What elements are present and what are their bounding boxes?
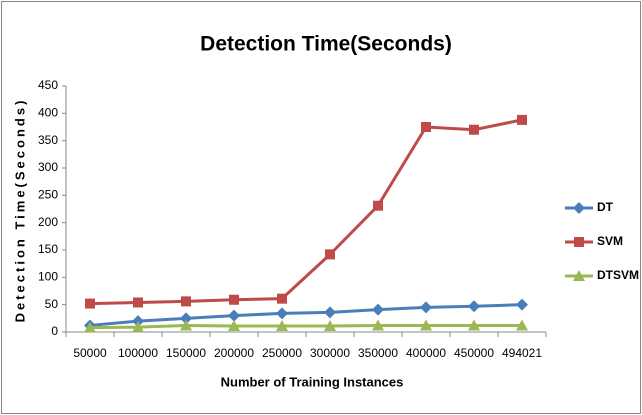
marker [132, 321, 144, 333]
x-tick-label: 350000 [358, 346, 398, 360]
marker [469, 124, 479, 135]
marker [132, 315, 144, 328]
x-tick-label: 450000 [454, 346, 494, 360]
marker [324, 306, 336, 319]
y-tick-label: 0 [51, 324, 58, 338]
marker [180, 319, 192, 331]
marker [468, 300, 480, 313]
marker [372, 319, 384, 331]
marker [324, 319, 336, 331]
marker [573, 202, 585, 214]
y-tick-label: 300 [38, 160, 58, 174]
marker [133, 297, 143, 308]
marker [468, 319, 480, 331]
legend-label: SVM [597, 234, 623, 248]
x-tick-label: 494021 [502, 346, 542, 360]
marker [420, 319, 432, 331]
marker [84, 321, 96, 333]
y-tick-label: 200 [38, 215, 58, 229]
marker [181, 296, 191, 307]
marker [516, 298, 528, 311]
legend-label: DTSVM [597, 268, 639, 282]
y-tick-label: 100 [38, 270, 58, 284]
marker [372, 303, 384, 316]
y-axis-title: Detection Time(Seconds) [12, 98, 27, 323]
marker [277, 293, 287, 304]
x-tick-label: 400000 [406, 346, 446, 360]
legend-label: DT [597, 200, 614, 214]
series-line [89, 303, 523, 327]
series-line [89, 323, 522, 330]
y-tick-label: 350 [38, 133, 58, 147]
marker [325, 249, 335, 260]
x-tick-label: 200000 [214, 346, 254, 360]
marker [276, 307, 288, 320]
marker [276, 319, 288, 331]
y-tick-label: 450 [38, 78, 58, 92]
marker [229, 294, 239, 305]
marker [420, 301, 432, 314]
marker [573, 270, 585, 281]
x-tick-label: 250000 [262, 346, 302, 360]
marker [516, 319, 528, 331]
x-tick-label: 150000 [166, 346, 206, 360]
marker [574, 237, 584, 247]
x-axis-title: Number of Training Instances [221, 374, 404, 389]
y-tick-label: 250 [38, 188, 58, 202]
marker [180, 312, 192, 325]
marker [517, 114, 527, 125]
y-tick-label: 150 [38, 242, 58, 256]
marker [421, 122, 431, 132]
x-tick-label: 50000 [73, 346, 107, 360]
marker [228, 309, 240, 322]
chart-title: Detection Time(Seconds) [200, 33, 452, 56]
marker [228, 319, 240, 331]
x-tick-label: 300000 [310, 346, 350, 360]
y-tick-label: 50 [45, 297, 59, 311]
x-tick-label: 100000 [118, 346, 158, 360]
marker [85, 298, 95, 309]
marker [373, 200, 383, 211]
series-line [89, 118, 523, 306]
y-tick-label: 400 [38, 106, 58, 120]
